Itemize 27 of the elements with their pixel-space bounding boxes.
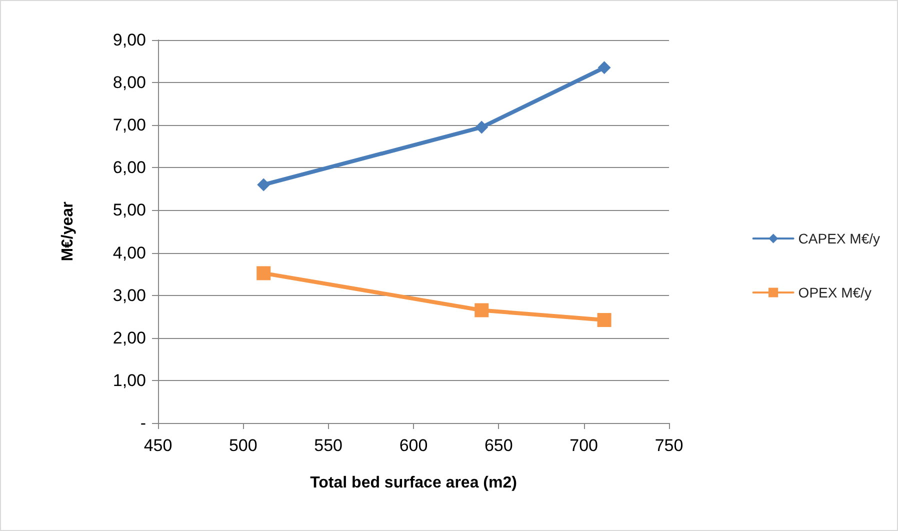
y-tick-label: 1,00 <box>112 370 146 390</box>
x-tick-label: 700 <box>570 436 598 455</box>
x-axis-title: Total bed surface area (m2) <box>310 474 517 492</box>
x-tick-label: 450 <box>144 436 172 455</box>
point <box>598 61 611 74</box>
y-tick-label: 5,00 <box>112 200 146 220</box>
legend-label: CAPEX M€/y <box>798 230 880 246</box>
y-tick-label: 9,00 <box>112 30 146 50</box>
x-tick-label: 500 <box>228 436 258 455</box>
y-tick-label: 6,00 <box>112 158 146 178</box>
x-tick-label: 650 <box>484 436 513 455</box>
point <box>474 303 489 318</box>
y-tick-label: 3,00 <box>112 286 146 305</box>
x-tick-label: 600 <box>399 436 428 455</box>
point <box>256 266 271 280</box>
y-tick-label: 8,00 <box>112 73 146 92</box>
y-axis-title: M€/year <box>60 202 76 262</box>
y-tick-label: 2,00 <box>112 328 146 348</box>
point <box>597 313 612 328</box>
x-tick-label: 550 <box>314 436 343 455</box>
x-tick-label: 750 <box>654 436 684 455</box>
legend-label: OPEX M€/y <box>798 284 872 300</box>
y-tick-label: - <box>140 414 146 432</box>
point <box>257 178 270 192</box>
y-tick-label: 4,00 <box>112 243 146 262</box>
y-tick-label: 7,00 <box>112 116 146 135</box>
point <box>475 120 488 134</box>
